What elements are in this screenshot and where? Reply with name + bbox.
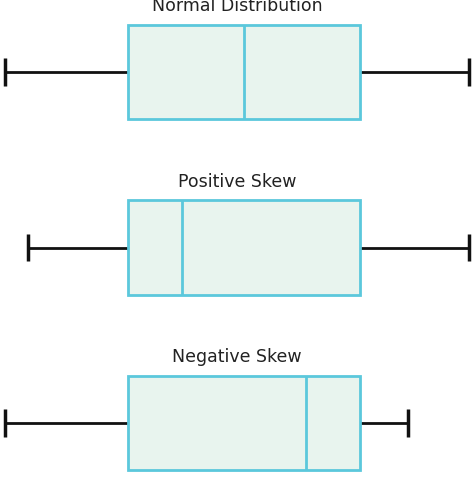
Bar [128, 25, 360, 119]
Text: Positive Skew: Positive Skew [178, 173, 296, 191]
Bar [128, 376, 360, 470]
Bar [128, 200, 360, 295]
Text: Normal Distribution: Normal Distribution [152, 0, 322, 15]
Text: Negative Skew: Negative Skew [172, 348, 302, 366]
